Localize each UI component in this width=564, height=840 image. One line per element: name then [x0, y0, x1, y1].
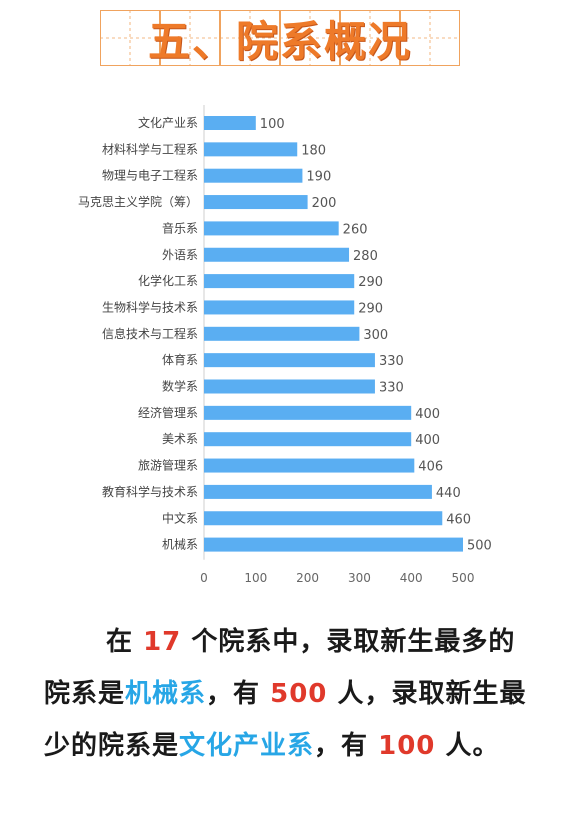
value-label: 400: [415, 407, 440, 422]
department-count: 17: [143, 627, 182, 657]
bar: [204, 247, 350, 262]
summary-text-4: 人，录取新生最少的院系是: [44, 679, 527, 761]
category-label: 马克思主义学院（筹）: [78, 194, 198, 209]
category-label: 信息技术与工程系: [102, 326, 198, 341]
max-department: 机械系: [125, 679, 207, 709]
bar: [204, 537, 463, 552]
value-label: 100: [260, 117, 285, 132]
category-label: 体育系: [162, 352, 198, 367]
bar: [204, 484, 432, 499]
x-tick-label: 0: [200, 571, 208, 585]
category-label: 教育科学与技术系: [102, 484, 198, 499]
x-tick-label: 500: [452, 571, 475, 585]
summary-text-3: ，有: [206, 679, 261, 709]
bar: [204, 326, 360, 341]
x-tick-label: 400: [400, 571, 423, 585]
page-title: 五、院系概况: [147, 16, 412, 66]
bar: [204, 300, 355, 315]
category-label: 美术系: [162, 432, 198, 446]
bar: [204, 168, 303, 183]
category-label: 经济管理系: [138, 405, 198, 420]
category-label: 生物科学与技术系: [102, 299, 198, 314]
summary-text-2: 个院系中，录取新生最多的院系是: [44, 627, 516, 709]
category-label: 旅游管理系: [138, 458, 198, 473]
bar: [204, 116, 256, 130]
summary-text-6: 人。: [445, 731, 500, 761]
category-label: 物理与电子工程系: [102, 168, 198, 183]
min-department: 文化产业系: [179, 731, 315, 761]
category-label: 机械系: [162, 537, 198, 552]
bar: [204, 195, 308, 210]
category-label: 中文系: [162, 510, 198, 525]
x-tick-label: 300: [348, 571, 371, 585]
value-label: 406: [418, 460, 443, 475]
value-label: 280: [353, 249, 378, 264]
bar: [204, 353, 375, 368]
value-label: 290: [358, 301, 383, 316]
value-label: 330: [379, 354, 404, 369]
department-bar-chart: 文化产业系 100 材料科学与工程系 180 物理与电子工程系 190 马克思主义学院（筹）…: [0, 100, 564, 590]
value-label: 440: [436, 486, 461, 501]
bar: [204, 274, 355, 289]
value-label: 460: [446, 512, 471, 527]
x-tick-label: 200: [296, 571, 319, 585]
bar: [204, 458, 415, 473]
summary-text-1: 在: [106, 627, 134, 657]
bar: [204, 379, 375, 394]
bar: [204, 511, 443, 526]
summary-paragraph: 在 17 个院系中，录取新生最多的院系是机械系，有 500 人，录取新生最少的院…: [44, 616, 534, 772]
category-label: 数学系: [162, 379, 198, 394]
x-tick-label: 100: [244, 571, 267, 585]
value-label: 330: [379, 381, 404, 396]
category-label: 文化产业系: [138, 115, 198, 130]
max-enrollment: 500: [270, 679, 328, 709]
category-label: 音乐系: [162, 220, 198, 235]
value-label: 260: [343, 222, 368, 237]
category-label: 化学化工系: [138, 273, 198, 288]
chart-svg: 文化产业系 100 材料科学与工程系 180 物理与电子工程系 190 马克思主义学院（筹）…: [78, 105, 492, 585]
bar: [204, 221, 339, 236]
value-label: 200: [312, 196, 337, 211]
bar: [204, 405, 412, 420]
value-label: 290: [358, 275, 383, 290]
value-label: 500: [467, 539, 492, 554]
value-label: 400: [415, 433, 440, 448]
min-enrollment: 100: [378, 731, 436, 761]
value-label: 300: [363, 328, 388, 343]
value-label: 190: [306, 170, 331, 185]
bar: [204, 142, 298, 157]
category-label: 材料科学与工程系: [102, 141, 198, 156]
value-label: 180: [301, 143, 326, 158]
category-label: 外语系: [162, 248, 198, 262]
bar: [204, 432, 412, 447]
title-block: 五、院系概况: [100, 10, 460, 66]
summary-text-5: ，有: [314, 731, 369, 761]
